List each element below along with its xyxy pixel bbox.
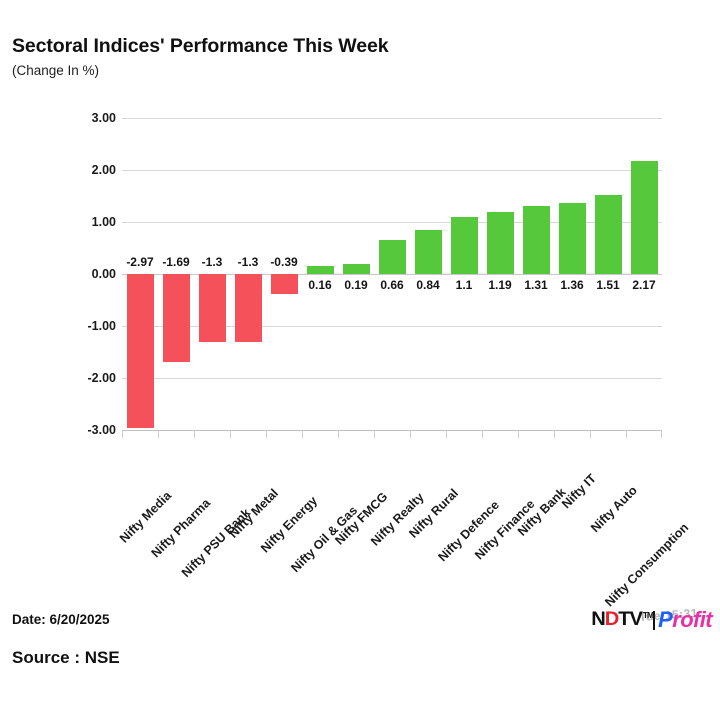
bar-value-label: -2.97 [126, 255, 154, 269]
bar[interactable] [630, 161, 658, 274]
gridline [122, 118, 662, 119]
bar-value-label: 1.1 [455, 278, 473, 292]
bar[interactable] [342, 264, 370, 274]
x-axis-category-label: Nifty Auto [588, 482, 641, 536]
bar-value-label: 0.16 [308, 278, 332, 292]
bar[interactable] [306, 265, 334, 274]
x-axis-tick [302, 430, 303, 438]
bar[interactable] [234, 274, 262, 342]
x-axis-category-label: Nifty Consumption [602, 519, 693, 610]
bar-value-label: 2.17 [632, 278, 656, 292]
bar-value-label: 1.36 [560, 278, 584, 292]
ndtv-letter-d: D [604, 609, 620, 630]
gridline [122, 326, 662, 327]
bar[interactable] [162, 274, 190, 362]
x-axis-label-text: Nifty Auto [588, 483, 640, 536]
page-title: Sectoral Indices' Performance This Week [12, 35, 389, 57]
bar[interactable] [450, 216, 478, 274]
gridline [122, 222, 662, 223]
x-axis-tick [518, 430, 519, 438]
bar[interactable] [558, 203, 586, 274]
gridline [122, 170, 662, 171]
x-axis-tick [661, 430, 662, 438]
profit-letter-p: P [658, 607, 673, 632]
bar[interactable] [486, 212, 514, 274]
bar[interactable] [378, 239, 406, 274]
bar-chart: 3.00 2.00 1.00 0.00 -1.00 -2.00 -3.00 -2.97 -1.… [0, 111, 720, 609]
x-axis-tick [230, 430, 231, 438]
x-axis-tick [338, 430, 339, 438]
bar-series: -2.97 -1.69 -1.3 -1.3 -0.39 0.16 0.19 0.66 0.84 1… [122, 118, 662, 430]
plot-area [122, 118, 662, 431]
x-axis-tick [266, 430, 267, 438]
y-axis: 3.00 2.00 1.00 0.00 -1.00 -2.00 -3.00 [54, 111, 117, 448]
bar-value-label: -1.69 [162, 255, 190, 269]
bar-value-label: 0.19 [344, 278, 368, 292]
bar-value-label: 1.31 [524, 278, 548, 292]
y-axis-tick-label: -1.00 [87, 319, 117, 333]
chart-header: Sectoral Indices' Performance This Week … [12, 34, 702, 80]
bar-value-label: 0.66 [380, 278, 404, 292]
bar[interactable] [126, 274, 154, 429]
x-axis-label-text: Nifty Consumption [602, 520, 692, 610]
ndtv-profit-logo: Tue 15:31 NDTVTM Profit [591, 606, 713, 634]
chart-subtitle: (Change In %) [12, 63, 100, 78]
y-axis-tick-label: -3.00 [87, 423, 117, 437]
ndtv-wordmark: NDTVTM [591, 609, 654, 631]
trademark-symbol: TM [642, 610, 654, 620]
bar-value-label: -1.3 [201, 255, 223, 269]
bar[interactable] [198, 274, 226, 342]
x-axis-tick [482, 430, 483, 438]
bar-value-label: -1.3 [237, 255, 259, 269]
logo-divider [653, 610, 656, 630]
footer-date: Date: 6/20/2025 [12, 612, 110, 627]
bar[interactable] [414, 230, 442, 274]
bar-value-label: 1.19 [488, 278, 512, 292]
ndtv-letter-n: N [591, 609, 606, 630]
bar[interactable] [522, 205, 550, 274]
footer-source: Source : NSE [12, 648, 120, 667]
x-axis-tick [554, 430, 555, 438]
gridline [122, 378, 662, 379]
y-axis-tick-label: -2.00 [87, 371, 117, 385]
bar-value-label: 0.84 [416, 278, 440, 292]
x-axis-tick [410, 430, 411, 438]
x-axis-tick [158, 430, 159, 438]
x-axis-tick [374, 430, 375, 438]
y-axis-tick-label: 3.00 [91, 111, 116, 125]
y-axis-tick-label: 1.00 [91, 215, 116, 229]
bar[interactable] [270, 274, 298, 295]
profit-letters-rest: rofit [672, 607, 712, 632]
ndtv-letters-tv: TV [618, 609, 643, 630]
bar-value-label: -0.39 [270, 255, 298, 269]
profit-wordmark: Profit [658, 607, 712, 633]
x-axis-tick [626, 430, 627, 438]
gridline [122, 274, 662, 275]
x-axis-tick [446, 430, 447, 438]
x-axis-tick [122, 430, 123, 438]
y-axis-tick-label: 0.00 [91, 267, 116, 281]
bar[interactable] [594, 195, 622, 274]
x-axis-tick [194, 430, 195, 438]
x-axis-ticks [122, 430, 662, 438]
x-axis-tick [590, 430, 591, 438]
y-axis-tick-label: 2.00 [91, 163, 116, 177]
x-axis-labels: Nifty Media Nifty Pharma Nifty PSU Bank Nif… [117, 440, 691, 609]
bar-value-label: 1.51 [596, 278, 620, 292]
gridline [122, 430, 662, 431]
